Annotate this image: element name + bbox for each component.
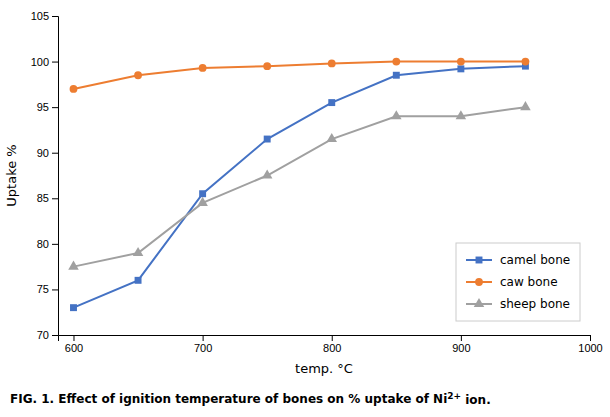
tick-mark [52, 198, 58, 199]
tick-mark [590, 335, 591, 341]
x-axis-title: temp. °C [295, 361, 353, 376]
legend-item: sheep bone [466, 297, 570, 311]
point [199, 190, 206, 197]
point [392, 58, 400, 66]
tick-label: 800 [323, 342, 341, 354]
legend-frame [456, 243, 580, 321]
tick: 700 [194, 335, 212, 354]
point [70, 85, 78, 93]
tick-mark [73, 335, 74, 341]
tick-label: 70 [37, 329, 49, 341]
caption: FIG. 1. Effect of ignition temperature o… [10, 391, 491, 407]
tick-label: 95 [37, 101, 49, 113]
legend-marker [476, 257, 483, 264]
point [199, 64, 207, 72]
tick: 900 [452, 335, 470, 354]
tick: 70 [37, 329, 58, 341]
point [456, 110, 467, 119]
tick-mark [52, 244, 58, 245]
tick-mark [52, 62, 58, 63]
plot: 600 700 800 900 1000 70 75 80 85 90 95 100 105 camel … [31, 10, 603, 354]
caption-end: ion. [461, 393, 491, 407]
tick-label: 80 [37, 238, 49, 250]
point [328, 59, 336, 67]
axis-line [52, 17, 59, 336]
legend-item: caw bone [466, 275, 558, 289]
point [134, 71, 142, 79]
tick-mark [52, 335, 58, 336]
tick-label: 85 [37, 192, 49, 204]
legend-item: camel bone [466, 253, 570, 267]
tick: 80 [37, 238, 58, 250]
point [522, 58, 530, 66]
tick: 105 [31, 10, 58, 22]
tick-label: 75 [37, 283, 49, 295]
tick-label: 600 [65, 342, 83, 354]
legend: camel bone caw bone sheep bone [456, 243, 580, 321]
tick-label: 700 [194, 342, 212, 354]
point [135, 277, 142, 284]
point [262, 169, 273, 178]
tick-label: 1000 [578, 342, 602, 354]
tick: 90 [37, 147, 58, 159]
tick-mark [332, 335, 333, 341]
tick-mark [52, 16, 58, 17]
legend-marker [475, 278, 483, 286]
tick: 1000 [578, 335, 602, 354]
caption-text: FIG. 1. Effect of ignition temperature o… [10, 392, 447, 406]
tick-label: 900 [452, 342, 470, 354]
legend-label: camel bone [500, 253, 570, 267]
tick: 75 [37, 283, 58, 295]
point [457, 65, 464, 72]
caption-superscript: 2+ [447, 391, 461, 401]
point [263, 62, 271, 70]
point [520, 101, 531, 110]
legend-label: sheep bone [500, 297, 570, 311]
tick-mark [203, 335, 204, 341]
tick-mark [52, 289, 58, 290]
point [197, 197, 208, 206]
tick-mark [461, 335, 462, 341]
point [133, 247, 144, 256]
point [328, 99, 335, 106]
tick-mark [52, 107, 58, 108]
point [264, 136, 271, 143]
y-axis-title: Uptake % [4, 144, 19, 206]
point [70, 304, 77, 311]
point [457, 58, 465, 66]
legend-label: caw bone [500, 275, 558, 289]
x-axis: 600 700 800 900 1000 [59, 335, 603, 354]
point [68, 261, 79, 270]
legend-marker [474, 298, 485, 307]
tick: 100 [31, 56, 58, 68]
point [391, 110, 402, 119]
chart: 600 700 800 900 1000 70 75 80 85 90 95 100 105 camel … [0, 0, 610, 417]
tick-mark [52, 153, 58, 154]
point [393, 72, 400, 79]
axis-line [59, 336, 591, 342]
tick: 600 [65, 335, 83, 354]
y-axis: 70 75 80 85 90 95 100 105 [31, 10, 59, 341]
tick: 800 [323, 335, 341, 354]
point [326, 133, 337, 142]
tick-label: 90 [37, 147, 49, 159]
tick-label: 105 [31, 10, 49, 22]
tick: 95 [37, 101, 58, 113]
tick-label: 100 [31, 56, 49, 68]
tick: 85 [37, 192, 58, 204]
series-line [73, 62, 525, 89]
